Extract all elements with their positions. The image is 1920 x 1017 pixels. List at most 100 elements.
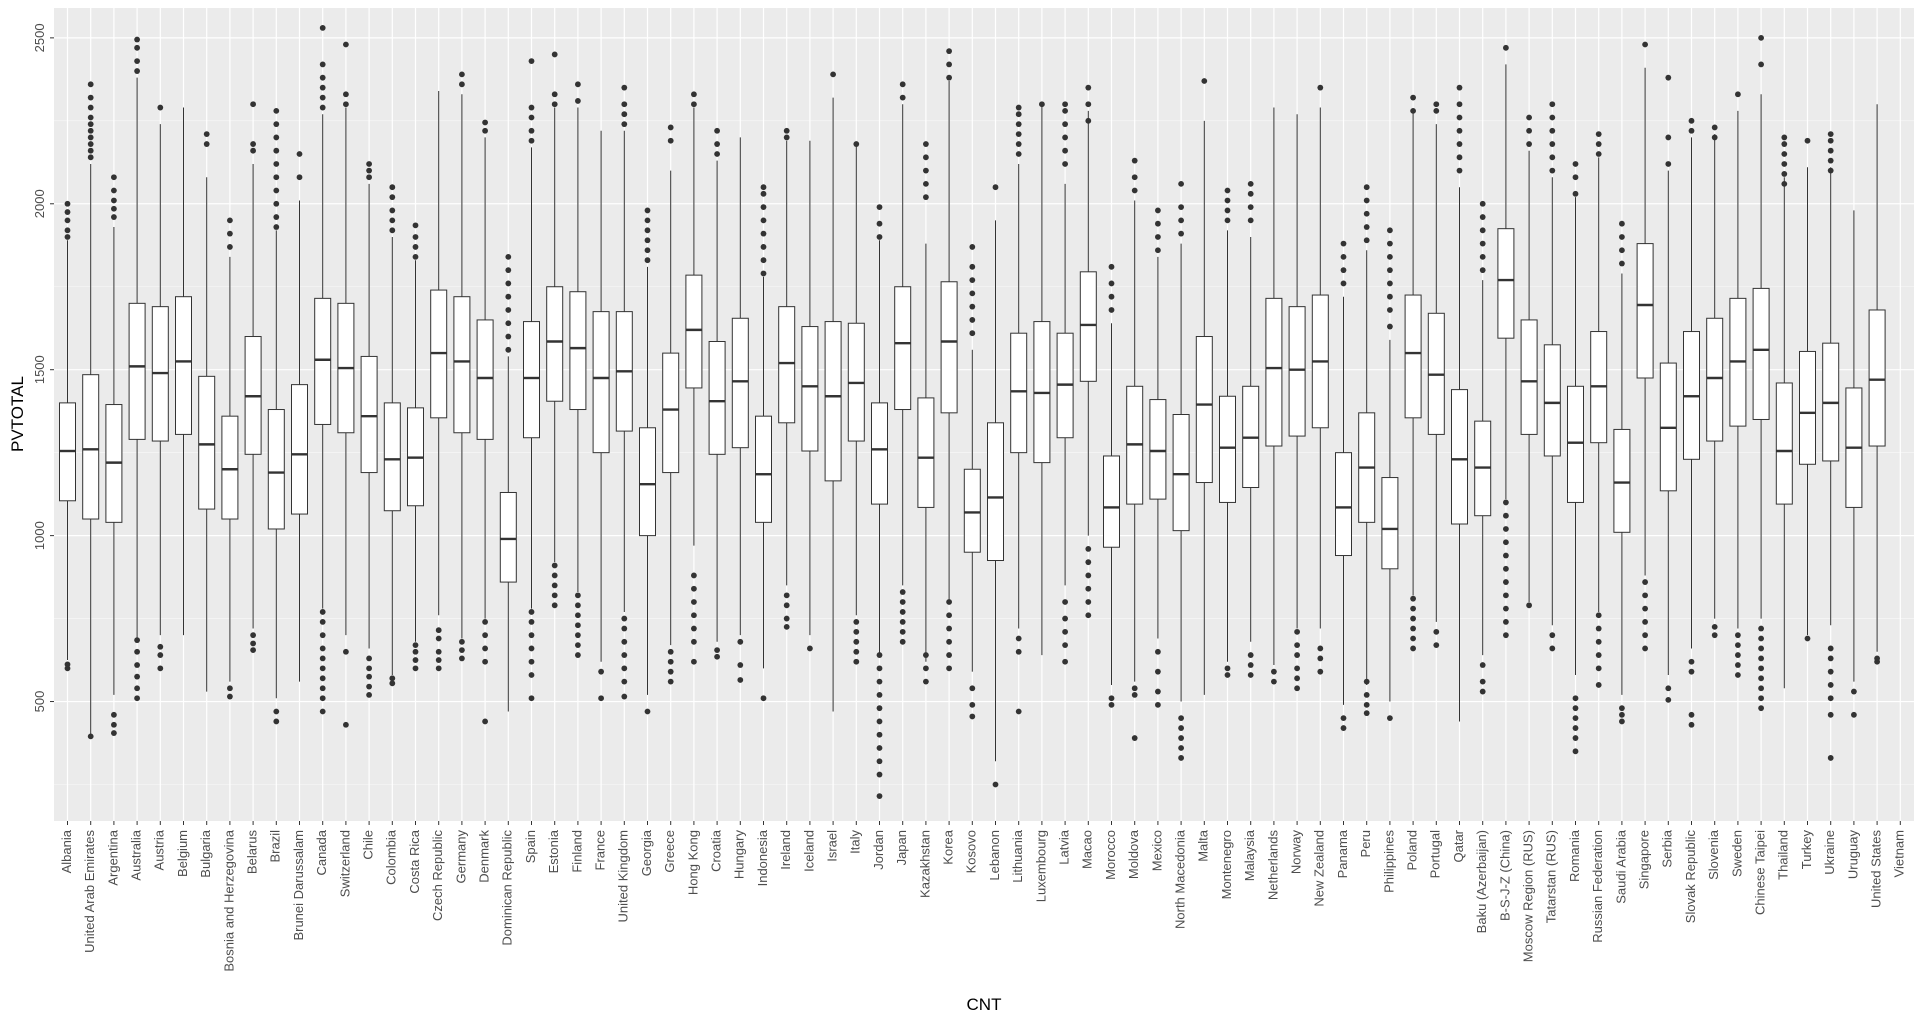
outlier-point — [899, 81, 906, 88]
outlier-point — [1665, 134, 1672, 141]
box-iqr — [1520, 319, 1538, 435]
box-21 — [523, 58, 540, 702]
outlier-point — [923, 180, 929, 187]
box-iqr — [987, 422, 1004, 562]
box-44 — [1056, 101, 1074, 665]
outlier-point — [1642, 592, 1648, 599]
outlier-point — [1363, 678, 1370, 685]
box-70 — [1659, 74, 1677, 703]
box-iqr — [1775, 382, 1793, 505]
box-68 — [1613, 220, 1631, 725]
outlier-point — [1572, 725, 1579, 731]
box-iqr — [546, 286, 564, 402]
outlier-point — [1294, 685, 1300, 692]
outlier-point — [1155, 220, 1161, 227]
outlier-point — [459, 81, 465, 88]
box-41 — [987, 184, 1004, 788]
outlier-point — [1758, 675, 1764, 682]
x-tick-label: Saudi Arabia — [1613, 829, 1628, 903]
outlier-point — [691, 572, 697, 579]
outlier-point — [946, 665, 952, 672]
outlier-point — [250, 147, 256, 154]
outlier-point — [1526, 127, 1532, 134]
outlier-point — [1781, 180, 1788, 187]
box-45 — [1079, 84, 1097, 619]
x-tick-label: Morocco — [1103, 830, 1118, 880]
outlier-point — [134, 637, 141, 644]
x-tick-label: Austria — [152, 829, 167, 870]
outlier-point — [319, 645, 326, 652]
outlier-point — [783, 134, 790, 141]
box-9 — [244, 101, 262, 654]
outlier-point — [1062, 121, 1068, 128]
box-iqr — [82, 374, 100, 520]
box-55 — [1311, 84, 1329, 675]
box-iqr — [476, 319, 494, 440]
outlier-point — [575, 622, 581, 629]
outlier-point — [1062, 134, 1068, 141]
outlier-point — [250, 101, 256, 108]
x-tick-label: Dominican Republic — [500, 830, 515, 946]
box-71 — [1683, 117, 1700, 728]
outlier-point — [923, 167, 929, 174]
outlier-point — [1363, 710, 1370, 717]
outlier-point — [644, 257, 651, 264]
outlier-point — [1526, 114, 1532, 121]
outlier-point — [1062, 658, 1068, 665]
outlier-point — [227, 230, 233, 237]
y-tick-label: 500 — [32, 691, 47, 713]
box-29 — [708, 127, 726, 660]
outlier-point — [575, 632, 581, 639]
outlier-point — [1015, 648, 1022, 655]
outlier-point — [528, 114, 535, 121]
box-13 — [337, 41, 355, 728]
outlier-point — [505, 253, 512, 260]
outlier-point — [667, 658, 674, 665]
outlier-point — [1572, 695, 1579, 702]
outlier-point — [1758, 61, 1764, 68]
outlier-point — [1456, 101, 1463, 108]
box-iqr — [1543, 344, 1561, 457]
outlier-point — [1827, 668, 1834, 675]
x-tick-label: Costa Rica — [407, 829, 422, 893]
outlier-point — [1108, 263, 1115, 270]
x-tick-label: Poland — [1405, 830, 1420, 870]
box-22 — [546, 51, 564, 609]
box-3 — [105, 174, 123, 736]
outlier-point — [389, 217, 396, 224]
outlier-point — [87, 121, 94, 128]
x-tick-label: Indonesia — [755, 829, 770, 886]
outlier-point — [343, 101, 349, 108]
outlier-point — [1247, 180, 1254, 187]
outlier-point — [1503, 579, 1509, 585]
outlier-point — [1479, 240, 1486, 247]
box-46 — [1103, 263, 1120, 708]
x-tick-label: Latvia — [1057, 829, 1072, 864]
outlier-point — [1224, 217, 1231, 224]
outlier-point — [1503, 552, 1509, 559]
outlier-point — [1503, 526, 1509, 532]
outlier-point — [1433, 107, 1440, 114]
outlier-point — [412, 244, 419, 250]
outlier-point — [1595, 141, 1602, 147]
outlier-point — [1572, 705, 1579, 712]
outlier-point — [923, 678, 929, 685]
box-iqr — [801, 326, 819, 452]
outlier-point — [575, 602, 581, 609]
outlier-point — [343, 91, 349, 98]
box-63 — [1497, 44, 1515, 639]
outlier-point — [1479, 688, 1486, 695]
outlier-point — [1387, 267, 1393, 274]
x-tick-label: Mexico — [1149, 830, 1164, 871]
outlier-point — [134, 673, 141, 680]
outlier-point — [644, 227, 651, 234]
outlier-point — [1317, 645, 1324, 652]
outlier-point — [1062, 107, 1068, 114]
x-tick-label: Russian Federation — [1590, 830, 1605, 943]
outlier-point — [1247, 662, 1254, 668]
box-56 — [1335, 240, 1352, 731]
x-tick-label: Georgia — [639, 829, 654, 876]
outlier-point — [87, 147, 94, 154]
x-tick-label: New Zealand — [1312, 830, 1327, 907]
outlier-point — [551, 91, 558, 98]
